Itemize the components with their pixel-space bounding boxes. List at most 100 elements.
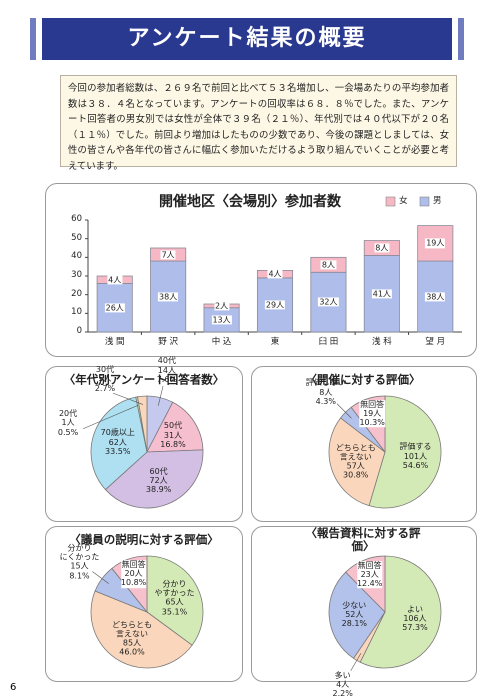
slice-percent: 8.1% [69,571,90,581]
slice-name: どちらとも 言えない [111,620,152,639]
slice-count: 85人 [122,638,142,648]
slice-percent: 10.3% [359,418,385,428]
pie-slice [137,395,148,453]
slice-name: 20代 [58,409,78,419]
x-tick-label: 望 月 [425,337,446,348]
leader-line [82,404,139,430]
pie-slice [146,401,204,453]
slice-label: 20代 1人 0.5% [58,409,78,437]
slice-percent: 12.4% [356,579,383,589]
slice-label: どちらとも 言えない 57人 30.8% [336,443,376,480]
slice-label: 無回答 20人 10.8% [120,560,147,588]
slice-name: 無回答 [121,560,146,570]
slice-percent: 0.5% [57,427,79,437]
slice-count: 23人 [360,570,379,580]
slice-name: 30代 [95,365,115,375]
leader-line [92,571,109,584]
slice-count: 65人 [165,598,184,608]
x-tick-label: 東 [270,337,280,348]
slice-count: 20人 [124,569,143,579]
slice-percent: 46.0% [119,648,145,658]
data-label: 38人 [425,291,446,302]
slice-name: 多い [334,670,351,680]
slice-label: 60代 72人 38.9% [146,467,171,495]
data-label: 4人 [107,275,123,285]
data-label: 41人 [371,289,392,299]
slice-count: 8人 [319,387,333,397]
slice-percent: 7.6% [156,374,178,384]
slice-percent: 16.8% [160,440,186,450]
slice-percent: 54.6% [402,461,429,471]
slice-percent: 10.8% [120,578,147,588]
slice-name: 無回答 [357,560,382,570]
data-label: 32人 [318,297,339,307]
x-tick-label: 浅 間 [104,337,125,348]
y-tick-label: 0 [76,326,82,337]
slice-count: 14人 [157,365,176,375]
chart-title: 〈報告資料に対する評価〉 [305,525,421,553]
data-label: 8人 [320,260,336,270]
slice-label: 多い 4人 2.2% [333,671,353,699]
pie-slice [146,555,204,646]
slice-count: 19人 [363,409,382,419]
data-label: 29人 [264,300,286,310]
pie-slice [368,395,442,509]
y-tick-label: 30 [71,270,82,281]
intro-text: 今回の参加者総数は、２６９名で前回と比べて５３名増加し、一会場あたりの平均参加者… [60,75,457,172]
legend-label: 男 [433,196,442,207]
chart-title: 〈開催に対する評価〉 [305,372,421,387]
slice-label: 少ない 52人 28.1% [342,601,367,629]
slice-percent: 33.5% [105,446,131,456]
pie-slice [328,571,386,659]
chart-title: 〈議員の説明に対する評価〉 [69,532,219,547]
banner-stripe [458,18,464,60]
slice-percent: 57.3% [402,623,428,633]
y-tick-label: 50 [71,232,82,243]
slice-count: 101人 [403,451,428,461]
pie-slice [328,417,386,507]
legend-swatch [385,196,396,207]
slice-name: 70歳以上 [100,428,135,438]
slice-count: 31人 [163,430,183,440]
leader-line [157,385,164,406]
slice-count: 15人 [70,561,89,571]
chart-title: 〈年代別アンケート回答者数〉 [63,372,225,387]
x-tick-label: 野 沢 [158,337,178,348]
slice-count: 52人 [345,610,364,620]
slice-percent: 2.7% [94,383,116,393]
pie-slice [359,555,442,669]
data-label: 26人 [104,303,125,313]
slice-label: どちらとも 言えない 85人 46.0% [112,621,152,658]
slice-name: 少ない [342,601,367,611]
y-tick-label: 60 [71,214,82,225]
slice-label: 50代 31人 16.8% [160,422,185,450]
leader-line [350,652,362,671]
chart-title: 開催地区〈会場別〉参加者数 [159,193,341,210]
leader-line [112,392,144,405]
data-label: 7人 [160,249,176,260]
x-tick-label: 浅 科 [371,337,392,348]
x-tick-label: 臼 田 [318,337,339,348]
y-tick-label: 20 [71,288,82,299]
slice-label: 無回答 23人 12.4% [356,560,383,589]
slice-count: 106人 [403,614,427,624]
page-number: 6 [10,682,17,693]
slice-count: 5人 [98,374,112,384]
slice-percent: 2.2% [332,689,353,699]
slice-label: 分かり やすかった 65人 35.1% [154,580,194,617]
slice-label: 70歳以上 62人 33.5% [101,429,135,457]
data-label: 8人 [374,243,390,253]
data-label: 4人 [267,269,283,279]
slice-percent: 35.1% [161,607,188,617]
slice-name: 50代 [163,421,183,431]
slice-name: 分かり やすかった [154,579,195,598]
pie-slice [104,449,204,509]
slice-label: 40代 14人 7.6% [157,357,177,385]
slice-count: 57人 [346,461,365,471]
slice-count: 4人 [336,679,350,689]
slice-count: 1人 [61,418,75,428]
slice-name: よい [406,605,423,615]
page-title: アンケート結果の概要 [42,18,452,60]
